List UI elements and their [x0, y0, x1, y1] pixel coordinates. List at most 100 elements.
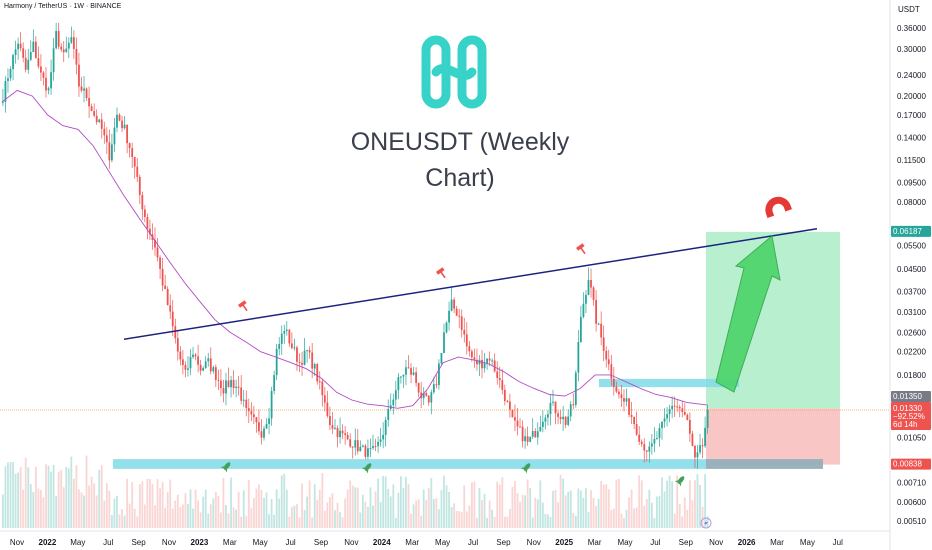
volume-bar — [473, 481, 476, 528]
price-tick-label: 0.00710 — [897, 479, 926, 488]
candle-body — [83, 88, 85, 91]
candle-body — [399, 376, 402, 378]
volume-bar — [590, 490, 592, 528]
candle-body — [283, 331, 286, 334]
candle-body — [169, 305, 172, 312]
time-tick-label: May — [435, 538, 450, 547]
volume-bar — [673, 513, 676, 528]
volume-bar — [453, 503, 456, 528]
time-tick-label: May — [70, 538, 85, 547]
time-tick-label: Jul — [285, 538, 295, 547]
hammer-icon — [238, 300, 248, 312]
candle-body — [435, 384, 438, 386]
candle-body — [407, 367, 410, 369]
volume-bar — [658, 495, 661, 528]
candle-body — [88, 98, 90, 107]
candle-body — [585, 294, 587, 304]
volume-bar — [103, 500, 106, 528]
candle-body — [181, 359, 184, 366]
volume-bar — [138, 484, 141, 528]
volume-bar — [78, 489, 80, 528]
volume-bar — [156, 479, 159, 528]
candle-body — [12, 55, 14, 70]
candle-body — [22, 48, 25, 58]
candle-body — [572, 404, 575, 406]
volume-bar — [633, 508, 636, 528]
volume-bar — [356, 487, 359, 528]
candle-body — [90, 106, 93, 111]
candle-body — [521, 426, 524, 442]
candle-body — [316, 364, 319, 382]
candle-body — [268, 418, 270, 424]
volume-bar — [29, 484, 32, 528]
candle-body — [113, 127, 116, 145]
volume-bar — [369, 487, 372, 528]
volume-bar — [159, 488, 161, 528]
countdown-label: 6d 14h — [893, 420, 917, 429]
volume-bar — [372, 505, 374, 528]
candle-body — [207, 358, 210, 362]
candle-body — [460, 316, 463, 330]
volume-bar — [126, 478, 129, 528]
candle-body — [650, 443, 653, 447]
candle-body — [496, 371, 499, 379]
price-tick-label: 0.02600 — [897, 328, 926, 337]
candle-body — [483, 363, 486, 369]
volume-bar — [516, 493, 519, 528]
candle-body — [427, 395, 430, 403]
time-tick-label: May — [253, 538, 268, 547]
volume-bar — [19, 467, 22, 528]
volume-bar — [435, 498, 438, 528]
volume-bar — [610, 510, 613, 528]
price-tick-label: 0.01050 — [897, 433, 926, 442]
candle-body — [209, 358, 212, 372]
candle-body — [128, 143, 131, 149]
candle-body — [311, 352, 314, 369]
candle-body — [694, 445, 696, 458]
volume-bar — [635, 507, 638, 528]
volume-bar — [579, 490, 582, 528]
candle-body — [308, 350, 311, 353]
candle-body — [80, 86, 83, 91]
volume-bar — [557, 502, 559, 528]
candle-body — [673, 405, 676, 407]
volume-bar — [149, 478, 151, 528]
candle-body — [336, 427, 339, 438]
volume-bar — [50, 471, 52, 528]
candle-body — [544, 417, 547, 422]
volume-bar — [179, 506, 182, 528]
candle-body — [313, 364, 316, 369]
volume-bar — [90, 476, 93, 528]
candle-body — [638, 434, 641, 442]
volume-bar — [704, 474, 706, 528]
time-tick-label: Sep — [314, 538, 329, 547]
volume-bar — [699, 484, 701, 528]
candle-body — [149, 228, 151, 235]
volume-bar — [521, 494, 524, 528]
volume-bar — [519, 501, 521, 528]
volume-bar — [564, 495, 567, 528]
candle-body — [65, 48, 68, 53]
volume-bar — [57, 471, 60, 528]
volume-bar — [582, 497, 585, 528]
volume-bar — [17, 472, 20, 528]
candle-body — [156, 247, 159, 258]
volume-bar — [524, 495, 527, 528]
time-tick-label: May — [617, 538, 632, 547]
candle-body — [501, 380, 504, 390]
candle-body — [463, 329, 466, 335]
candle-body — [597, 323, 600, 325]
candle-body — [534, 431, 537, 438]
time-tick-label: Nov — [527, 538, 541, 547]
candle-body — [164, 285, 167, 289]
volume-bar — [2, 494, 4, 528]
candle-body — [498, 378, 501, 381]
candle-body — [227, 380, 230, 388]
volume-bar — [498, 484, 501, 528]
candle-body — [301, 362, 303, 365]
time-tick-label: 2023 — [191, 538, 209, 547]
volume-bar — [22, 489, 25, 528]
volume-bar — [7, 462, 9, 528]
volume-bar — [268, 514, 270, 528]
